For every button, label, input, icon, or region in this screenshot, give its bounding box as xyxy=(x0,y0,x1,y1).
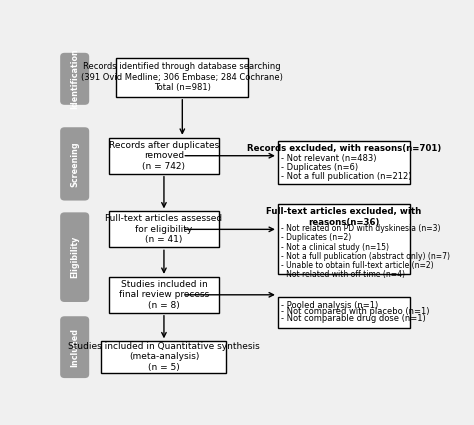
Text: Full-text articles assessed
for eligibility
(n = 41): Full-text articles assessed for eligibil… xyxy=(105,215,222,244)
Text: - Not a full publication (n=212): - Not a full publication (n=212) xyxy=(282,173,412,181)
Text: Records identified through database searching
(391 Ovid Medline; 306 Embase; 284: Records identified through database sear… xyxy=(82,62,283,92)
Text: Included: Included xyxy=(70,328,79,367)
Text: Screening: Screening xyxy=(70,141,79,187)
FancyBboxPatch shape xyxy=(101,341,227,373)
FancyBboxPatch shape xyxy=(60,53,89,105)
Text: - Not comparable drug dose (n=1): - Not comparable drug dose (n=1) xyxy=(282,314,426,323)
Text: Eligibility: Eligibility xyxy=(70,236,79,278)
FancyBboxPatch shape xyxy=(60,127,89,201)
FancyBboxPatch shape xyxy=(278,297,410,329)
FancyBboxPatch shape xyxy=(116,57,248,97)
Text: - Not related on PD with dyskinesia (n=3): - Not related on PD with dyskinesia (n=3… xyxy=(282,224,441,233)
Text: Full-text articles excluded, with
reasons(n=36): Full-text articles excluded, with reason… xyxy=(266,207,421,227)
Text: - Pooled analysis (n=1): - Pooled analysis (n=1) xyxy=(282,300,379,309)
Text: - Not a full publication (abstract only) (n=7): - Not a full publication (abstract only)… xyxy=(282,252,450,261)
Text: Studies included in Quantitative synthesis
(meta-analysis)
(n = 5): Studies included in Quantitative synthes… xyxy=(68,342,260,372)
FancyBboxPatch shape xyxy=(109,211,219,247)
Text: - Not a clinical study (n=15): - Not a clinical study (n=15) xyxy=(282,243,390,252)
FancyBboxPatch shape xyxy=(109,277,219,313)
Text: - Unable to obtain full-text article (n=2): - Unable to obtain full-text article (n=… xyxy=(282,261,434,270)
Text: Studies included in
final review process
(n = 8): Studies included in final review process… xyxy=(119,280,209,310)
FancyBboxPatch shape xyxy=(278,141,410,184)
Text: - Duplicates (n=2): - Duplicates (n=2) xyxy=(282,233,352,242)
Text: Records excluded, with reasons(n=701): Records excluded, with reasons(n=701) xyxy=(247,144,441,153)
Text: Identification: Identification xyxy=(70,48,79,109)
Text: - Not related with off-time (n=4): - Not related with off-time (n=4) xyxy=(282,270,405,279)
FancyBboxPatch shape xyxy=(60,212,89,302)
FancyBboxPatch shape xyxy=(278,204,410,275)
FancyBboxPatch shape xyxy=(109,138,219,174)
Text: - Duplicates (n=6): - Duplicates (n=6) xyxy=(282,163,359,172)
Text: - Not compared with placebo (n=1): - Not compared with placebo (n=1) xyxy=(282,307,430,316)
FancyBboxPatch shape xyxy=(60,316,89,378)
Text: Records after duplicates
removed
(n = 742): Records after duplicates removed (n = 74… xyxy=(109,141,219,170)
Text: - Not relevant (n=483): - Not relevant (n=483) xyxy=(282,154,377,163)
